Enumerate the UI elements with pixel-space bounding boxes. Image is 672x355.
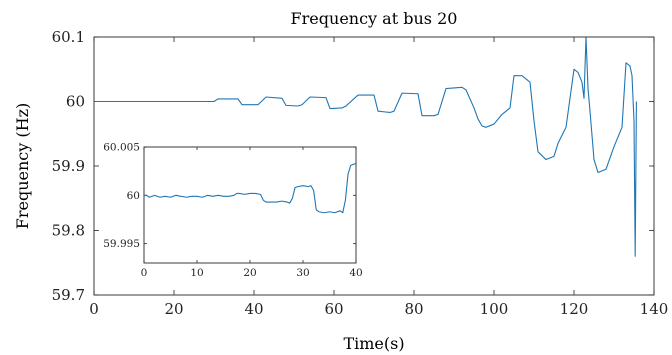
y-axis-label: Frequency (Hz) xyxy=(13,103,32,230)
main-axes-box xyxy=(93,36,655,296)
inset-y-tick-label: 60.005 xyxy=(103,142,140,154)
inset-x-tick-label: 30 xyxy=(296,267,309,279)
inset-x-tick-label: 40 xyxy=(349,267,362,279)
inset-plot xyxy=(144,162,356,214)
main-x-tick-label: 120 xyxy=(560,300,589,318)
main-y-tick-label: 59.9 xyxy=(52,157,85,175)
main-x-tick-label: 0 xyxy=(89,300,99,318)
inset-frequency-series-line xyxy=(144,162,356,214)
main-y-tick-label: 59.8 xyxy=(52,222,85,240)
inset-x-tick-label: 0 xyxy=(141,267,148,279)
main-frequency-series-line xyxy=(94,36,637,257)
main-y-tick-label: 60.1 xyxy=(52,28,85,46)
main-x-tick-label: 40 xyxy=(244,300,263,318)
inset-y-tick-label: 60 xyxy=(127,190,140,202)
inset-y-tick-label: 59.995 xyxy=(103,238,140,250)
main-x-tick-label: 140 xyxy=(640,300,669,318)
inset-axes-ticks: 0 10 20 30 40 59.995 60 60.005 xyxy=(103,142,362,280)
main-x-tick-label: 60 xyxy=(324,300,343,318)
inset-axes-box xyxy=(143,146,357,264)
chart-title: Frequency at bus 20 xyxy=(291,9,458,28)
main-y-tick-label: 59.7 xyxy=(52,286,85,304)
main-plot xyxy=(94,36,637,257)
main-x-tick-label: 80 xyxy=(404,300,423,318)
main-y-tick-label: 60 xyxy=(66,93,85,111)
inset-x-tick-label: 10 xyxy=(190,267,203,279)
main-x-tick-label: 100 xyxy=(480,300,509,318)
main-x-tick-label: 20 xyxy=(164,300,183,318)
inset-x-tick-label: 20 xyxy=(243,267,256,279)
x-axis-label: Time(s) xyxy=(343,334,404,353)
